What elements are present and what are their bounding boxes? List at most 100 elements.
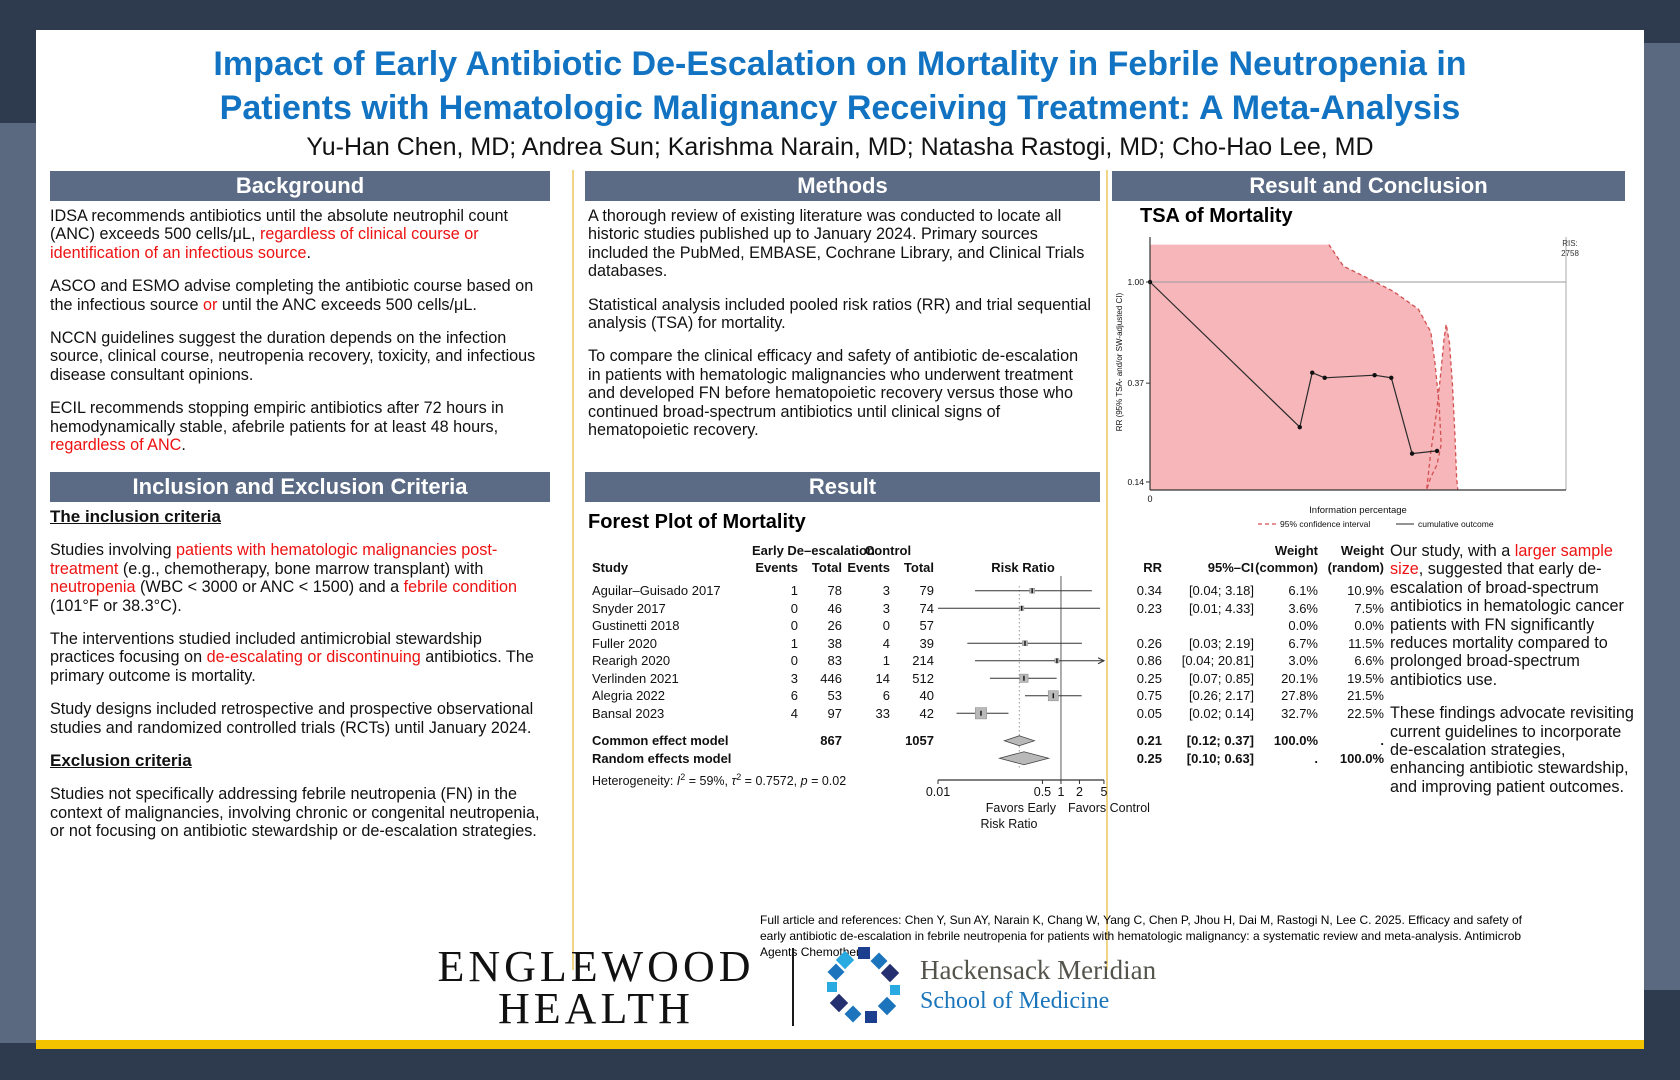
forest-early-events: 0	[790, 653, 798, 668]
forest-header-total: Total	[811, 560, 842, 575]
forest-header-control-group: Control	[864, 543, 912, 558]
forest-header-blank	[592, 542, 752, 559]
logo-separator	[792, 948, 794, 1026]
svg-text:5: 5	[1100, 785, 1107, 799]
forest-control-events: 3	[882, 600, 890, 616]
forest-header-risk-ratio: Risk Ratio	[991, 560, 1055, 575]
forest-early-total: 26	[827, 618, 842, 633]
section-header-conclusion: Result and Conclusion	[1112, 171, 1625, 201]
forest-weight-random: 10.9%	[1347, 583, 1384, 598]
forest-rr: 0.21	[1136, 733, 1162, 748]
forest-control-events: 4	[882, 635, 890, 651]
forest-study: Alegria 2022	[592, 688, 665, 703]
poster-authors: Yu-Han Chen, MD; Andrea Sun; Karishma Na…	[306, 133, 1374, 161]
svg-text:Favors Early: Favors Early	[986, 801, 1057, 815]
forest-early-total: 53	[827, 688, 842, 703]
forest-plot-spacer	[934, 600, 1112, 618]
text-run: 2	[736, 772, 742, 782]
text-run: NCCN guidelines suggest the duration dep…	[50, 329, 536, 384]
column-divider-right	[1106, 170, 1108, 970]
forest-ci: [0.04; 3.18]	[1188, 583, 1254, 598]
forest-summary-row: Random effects model 0.25 [0.10; 0.63]. 100…	[592, 750, 1392, 768]
forest-rr: 0.23	[1136, 600, 1162, 616]
forest-rr	[1112, 617, 1162, 635]
section-header-methods: Methods	[585, 171, 1100, 201]
forest-weight-common: 27.8%	[1281, 688, 1318, 703]
criteria-paragraph: The interventions studied included antim…	[50, 630, 542, 685]
text-run: antibiotics. The primary outcome is mort…	[50, 648, 534, 685]
forest-weight-common: 0.0%	[1288, 618, 1318, 633]
svg-text:2: 2	[1076, 785, 1083, 799]
text-run: (WBC < 3000 or ANC < 1500) and a	[135, 578, 404, 597]
forest-weight-common: 32.7%	[1281, 705, 1318, 721]
forest-weight-common: .	[1314, 750, 1318, 766]
text-run: .	[181, 436, 186, 455]
forest-ci: [0.03; 2.19]	[1188, 635, 1254, 651]
forest-row: Rearigh 2020 0 83 1 214 0.86 [0.04; 20.81] 3.0%…	[592, 652, 1392, 670]
forest-row: Bansal 2023 4 97 33 42 0.05 [0.02; 0.14] 32.7% 2…	[592, 705, 1392, 723]
text-run: Statistical analysis included pooled ris…	[588, 295, 1091, 333]
englewood-logo-line2: HEALTH	[498, 984, 694, 1033]
text-run: until the ANC exceeds 500 cells/μL.	[217, 295, 477, 314]
forest-weight-common: 20.1%	[1281, 670, 1318, 686]
forest-control-total: 42	[919, 705, 934, 721]
text-run: These findings advocate revisiting curre…	[1390, 704, 1634, 796]
tsa-chart-svg: 1.00 0.37 0.14 RIS:2758 0 Information percent…	[1115, 237, 1579, 529]
forest-study: Snyder 2017	[592, 600, 666, 616]
englewood-logo-line1: ENGLEWOOD	[437, 942, 755, 991]
forest-study: Rearigh 2020	[592, 653, 671, 668]
svg-text:0.14: 0.14	[1127, 477, 1144, 487]
text-run: or	[202, 295, 218, 314]
forest-early-total: 38	[827, 635, 842, 651]
hackensack-meridian-name: Hackensack Meridian	[920, 955, 1157, 985]
forest-plot-spacer	[934, 705, 1112, 723]
forest-row: Fuller 2020 1 38 4 39 0.26 [0.03; 2.19] 6.7% 11.…	[592, 635, 1392, 653]
forest-ci	[1162, 617, 1254, 635]
forest-early-total: 446	[820, 670, 842, 686]
text-run: p	[800, 774, 808, 789]
svg-text:Risk Ratio: Risk Ratio	[980, 817, 1037, 831]
forest-plot: Early De–escalation Control Weight Weigh…	[592, 542, 1392, 908]
forest-weight-random: 7.5%	[1354, 600, 1384, 616]
forest-control-total: 1057	[905, 733, 934, 748]
forest-header-rr: RR	[1143, 560, 1162, 575]
forest-row: Aguilar–Guisado 2017 1 78 3 79 0.34 [0.04; 3.1…	[592, 582, 1392, 600]
forest-weight-random: 11.5%	[1348, 635, 1384, 651]
forest-weight-random: 22.5%	[1347, 705, 1384, 721]
forest-early-events: 3	[790, 670, 798, 686]
column-divider-left	[572, 170, 574, 970]
englewood-health-logo: ENGLEWOOD HEALTH	[426, 942, 766, 1033]
forest-early-total	[798, 750, 842, 768]
forest-heterogeneity: Heterogeneity: I2 = 59%, τ2 = 0.7572, p …	[592, 767, 1392, 789]
background-paragraph: ASCO and ESMO advise completing the anti…	[50, 277, 542, 314]
text-run: (e.g., chemotherapy, bone marrow transpl…	[118, 559, 484, 578]
forest-study: Aguilar–Guisado 2017	[592, 583, 721, 598]
logo-diamond-ring	[827, 947, 900, 1023]
svg-text:RR (95% TSA- and/or SW-adjuste: RR (95% TSA- and/or SW-adjusted CI)	[1115, 292, 1124, 431]
forest-control-events: 0	[882, 618, 890, 633]
methods-paragraph: A thorough review of existing literature…	[588, 207, 1093, 281]
poster-page: Impact of Early Antibiotic De-Escalation…	[36, 30, 1644, 1040]
forest-summary-label: Common effect model	[592, 733, 729, 748]
forest-early-total: 867	[820, 733, 842, 748]
conclusion-paragraph: These findings advocate revisiting curre…	[1390, 704, 1642, 796]
forest-study: Verlinden 2021	[592, 670, 679, 686]
forest-control-total: 57	[919, 618, 934, 633]
forest-rr: 0.25	[1136, 750, 1162, 766]
svg-text:cumulative outcome: cumulative outcome	[1418, 519, 1494, 528]
forest-weight-common: 3.0%	[1288, 653, 1318, 668]
forest-row: Alegria 2022 6 53 6 40 0.75 [0.26; 2.17] 27.8% 2…	[592, 687, 1392, 705]
text-run: regardless of clinical course or identif…	[50, 225, 479, 262]
forest-weight-common: 3.6%	[1288, 600, 1318, 616]
poster-title-line1: Impact of Early Antibiotic De-Escalation…	[213, 45, 1467, 83]
forest-plot-spacer	[934, 582, 1112, 600]
text-run: Studies involving	[50, 541, 176, 560]
forest-cell	[842, 732, 890, 750]
text-run: regardless of ANC	[50, 436, 182, 455]
forest-cell	[752, 750, 798, 768]
forest-header-events: Events	[847, 560, 890, 575]
forest-control-total: 214	[912, 653, 934, 668]
forest-study: Fuller 2020	[592, 635, 658, 651]
methods-paragraph: Statistical analysis included pooled ris…	[588, 296, 1093, 333]
forest-control-events: 3	[882, 583, 890, 598]
